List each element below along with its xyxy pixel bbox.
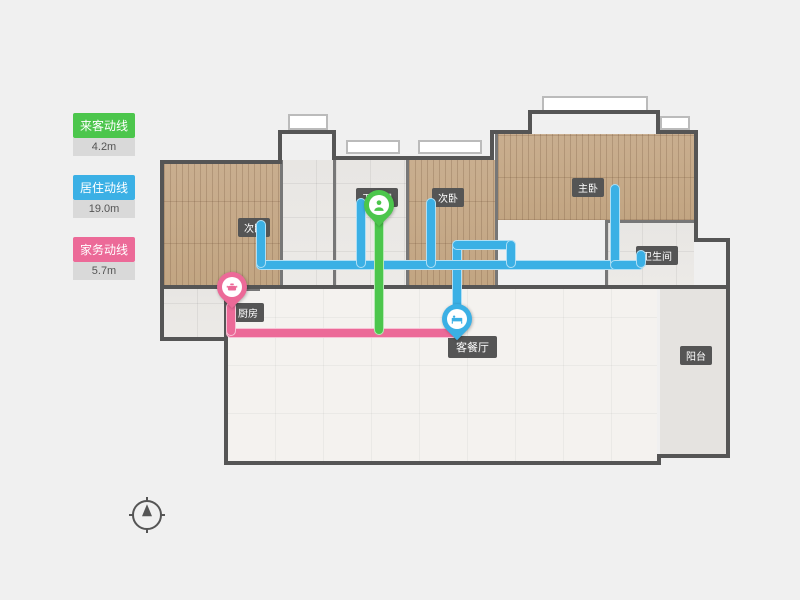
legend-chore: 家务动线5.7m (73, 237, 135, 280)
marker-chore (217, 272, 247, 310)
wall-15 (726, 238, 730, 458)
wall-7 (490, 130, 494, 160)
compass-tick-top (146, 497, 148, 502)
flow-living-5 (452, 240, 514, 250)
room-master (498, 134, 694, 220)
compass-tick-bottom (146, 528, 148, 533)
legend-title-guest: 来客动线 (73, 113, 135, 138)
window-2 (418, 140, 482, 154)
legend-value-chore: 5.7m (73, 262, 135, 280)
bed-icon (447, 309, 467, 329)
flow-living-4 (426, 198, 436, 268)
marker-living (442, 304, 472, 342)
room-kitchen (163, 289, 225, 338)
flow-living-1 (256, 260, 618, 270)
legend-value-living: 19.0m (73, 200, 135, 218)
wall-8 (490, 130, 530, 134)
flow-living-7 (610, 184, 620, 268)
legend-guest: 来客动线4.2m (73, 113, 135, 156)
pot-icon (222, 277, 242, 297)
floorplan-canvas: 来客动线4.2m居住动线19.0m家务动线5.7m次卧卫生间次卧主卧卫生间客餐厅… (0, 0, 800, 600)
person-icon (369, 195, 389, 215)
wall-6 (332, 156, 492, 160)
room-label-bedroom3: 次卧 (432, 188, 464, 207)
flow-living-2 (256, 220, 266, 268)
legend-living: 居住动线19.0m (73, 175, 135, 218)
room-label-balcony: 阳台 (680, 346, 712, 365)
compass-needle (142, 504, 152, 516)
wall-20 (160, 285, 164, 340)
legend-title-chore: 家务动线 (73, 237, 135, 262)
room-balcony (660, 289, 727, 455)
compass-icon (132, 500, 162, 530)
chore-pin-icon (211, 266, 253, 308)
wall-3 (278, 130, 282, 164)
window-4 (660, 116, 690, 130)
flow-living-6 (506, 240, 516, 268)
compass-ring (132, 500, 162, 530)
compass-tick-left (129, 514, 134, 516)
window-0 (288, 114, 328, 130)
wall-10 (528, 110, 658, 114)
flow-living-9 (636, 250, 646, 268)
legend-value-guest: 4.2m (73, 138, 135, 156)
flow-guest-0 (374, 215, 384, 335)
marker-guest (364, 190, 394, 228)
wall-1 (160, 160, 164, 288)
compass-tick-right (160, 514, 165, 516)
wall-12 (656, 130, 696, 134)
legend-title-living: 居住动线 (73, 175, 135, 200)
wall-13 (694, 130, 698, 240)
living-pin-icon (436, 298, 478, 340)
floor-plan: 次卧卫生间次卧主卧卫生间客餐厅厨房阳台 (160, 110, 730, 465)
wall-14 (694, 238, 730, 242)
wall-18 (224, 461, 660, 465)
flow-chore-0 (226, 328, 458, 338)
window-1 (346, 140, 400, 154)
wall-16 (657, 454, 730, 458)
wall-2 (160, 160, 280, 164)
guest-pin-icon (358, 184, 400, 226)
room-label-master: 主卧 (572, 178, 604, 197)
wall-4 (278, 130, 336, 134)
wall-21 (160, 337, 224, 341)
iwall-4 (605, 220, 608, 288)
